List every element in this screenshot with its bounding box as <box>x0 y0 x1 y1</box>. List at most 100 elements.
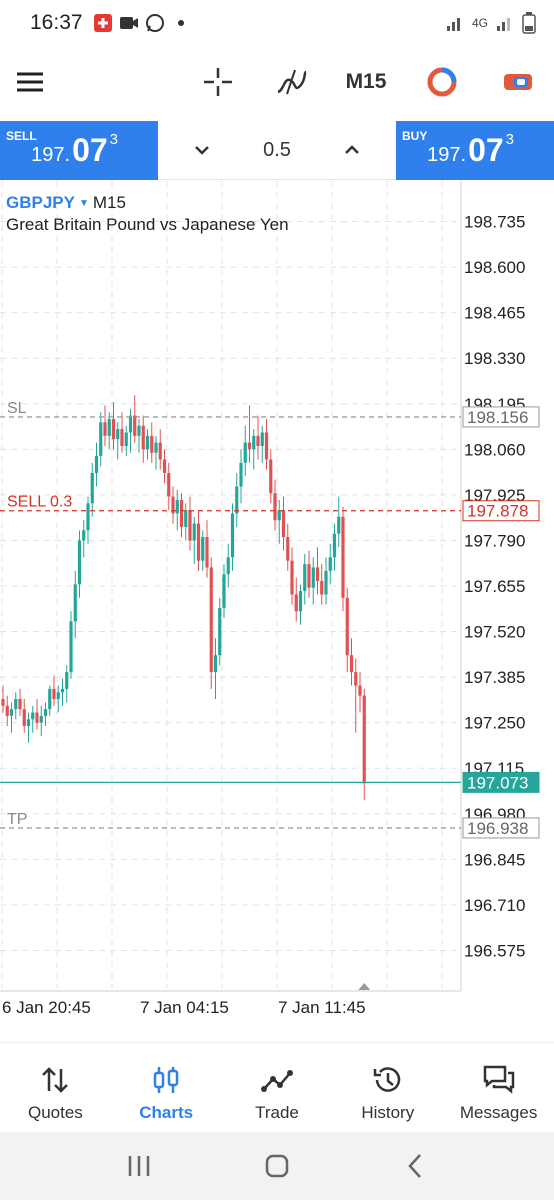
menu-button[interactable] <box>12 60 48 104</box>
recent-apps-button[interactable] <box>119 1146 159 1186</box>
candle-body <box>82 530 86 541</box>
nav-quotes[interactable]: Quotes <box>0 1043 111 1132</box>
candle-body <box>243 442 247 463</box>
messages-icon <box>483 1065 514 1094</box>
volume-value[interactable]: 0.5 <box>263 138 291 161</box>
y-tick-label: 198.330 <box>464 349 525 368</box>
candle-body <box>192 523 196 541</box>
sell-price-sup: 3 <box>109 131 118 148</box>
buy-price: 197. 07 3 <box>427 131 514 169</box>
candle-body <box>345 597 349 656</box>
x-tick-label: 6 Jan 20:45 <box>2 998 91 1017</box>
candle-body <box>307 564 311 588</box>
sl-price-tag-box <box>462 406 540 428</box>
candle-body <box>277 510 281 521</box>
candle-body <box>205 537 209 568</box>
nav-label-trade: Trade <box>255 1103 299 1122</box>
candle-body <box>14 699 18 710</box>
tp-label: TP <box>7 811 27 828</box>
candle-body <box>116 429 120 440</box>
candle-body <box>73 584 77 622</box>
candle-body <box>162 459 167 473</box>
candle-body <box>124 432 128 446</box>
candle-body <box>120 429 124 446</box>
candle-body <box>145 435 150 450</box>
candle-body <box>65 672 69 689</box>
buy-button[interactable]: BUY 197. 07 3 <box>396 121 554 180</box>
candle-body <box>179 499 184 527</box>
y-tick-label: 198.060 <box>464 440 525 459</box>
back-button[interactable] <box>395 1146 435 1186</box>
indicators-button[interactable] <box>270 60 314 104</box>
tp-price-tag: 196.938 <box>467 819 528 838</box>
candle-body <box>230 513 235 558</box>
price-chart[interactable]: 198.735198.600198.465198.330198.195198.0… <box>0 181 554 1041</box>
candle-body <box>226 557 230 575</box>
candle-body <box>303 564 307 592</box>
y-tick-label: 196.845 <box>464 850 525 869</box>
bottom-navigation: Quotes Charts Trade History Messages <box>0 1042 554 1132</box>
buy-price-small: 197. <box>427 144 467 166</box>
objects-button[interactable] <box>422 60 462 104</box>
video-call-icon <box>119 17 138 29</box>
candle-body <box>1 699 5 706</box>
candle-body <box>290 560 294 595</box>
system-navigation-bar <box>0 1132 554 1200</box>
candle-body <box>90 472 94 504</box>
crosshair-button[interactable] <box>198 60 238 104</box>
candle-body <box>201 537 205 561</box>
sell-position-price-tag: 197.878 <box>467 502 528 521</box>
candle-body <box>252 435 256 450</box>
y-tick-label: 198.465 <box>464 304 525 323</box>
candle-body <box>281 510 286 538</box>
signal-icon <box>446 18 460 31</box>
chart-symbol-header[interactable]: GBPJPY ▼ M15 <box>6 193 126 213</box>
sl-label: SL <box>7 400 27 417</box>
candle-body <box>167 472 171 497</box>
nav-charts[interactable]: Charts <box>111 1043 222 1132</box>
candle-body <box>158 442 162 460</box>
nav-label-messages: Messages <box>459 1103 538 1122</box>
candle-body <box>354 672 358 686</box>
sell-position-label: SELL 0.3 <box>7 494 72 511</box>
candle-body <box>171 496 175 514</box>
candle-body <box>188 510 192 541</box>
sell-price-small: 197. <box>31 144 71 166</box>
nav-history[interactable]: History <box>332 1043 443 1132</box>
candle-body <box>235 486 239 514</box>
candle-body <box>18 699 22 710</box>
chart-type-button[interactable] <box>498 60 538 104</box>
crosshair-icon <box>204 68 232 96</box>
chevron-up-icon[interactable] <box>342 140 362 160</box>
timeframe-button[interactable]: M15 <box>340 60 392 104</box>
chevron-down-icon[interactable] <box>192 140 212 160</box>
nav-trade[interactable]: Trade <box>222 1043 333 1132</box>
chart-type-icon <box>504 74 532 90</box>
candle-body <box>358 685 362 696</box>
symbol-timeframe: M15 <box>92 193 126 212</box>
nav-messages[interactable]: Messages <box>443 1043 554 1132</box>
status-notification-icons <box>93 13 191 33</box>
candle-body <box>86 503 90 531</box>
nav-label-quotes: Quotes <box>27 1103 83 1122</box>
candle-body <box>264 432 269 460</box>
candle-body <box>39 715 43 723</box>
symbol-name: GBPJPY <box>6 193 75 212</box>
candle-body <box>362 695 366 784</box>
y-tick-label: 197.250 <box>464 714 525 733</box>
y-tick-label: 196.575 <box>464 941 525 960</box>
back-icon <box>408 1154 421 1178</box>
candle-body <box>239 462 243 487</box>
quotes-icon <box>42 1067 69 1093</box>
chart-area[interactable]: GBPJPY ▼ M15 Great Britain Pound vs Japa… <box>0 181 554 1041</box>
candle-body <box>256 435 260 446</box>
y-tick-label: 197.655 <box>464 577 525 596</box>
home-icon <box>265 1154 289 1178</box>
candle-body <box>294 594 298 612</box>
home-button[interactable] <box>257 1146 297 1186</box>
history-icon <box>373 1067 400 1092</box>
sell-button[interactable]: SELL 197. 07 3 <box>0 121 158 180</box>
candle-body <box>247 442 252 450</box>
candle-body <box>315 567 320 581</box>
candle-body <box>328 557 332 571</box>
